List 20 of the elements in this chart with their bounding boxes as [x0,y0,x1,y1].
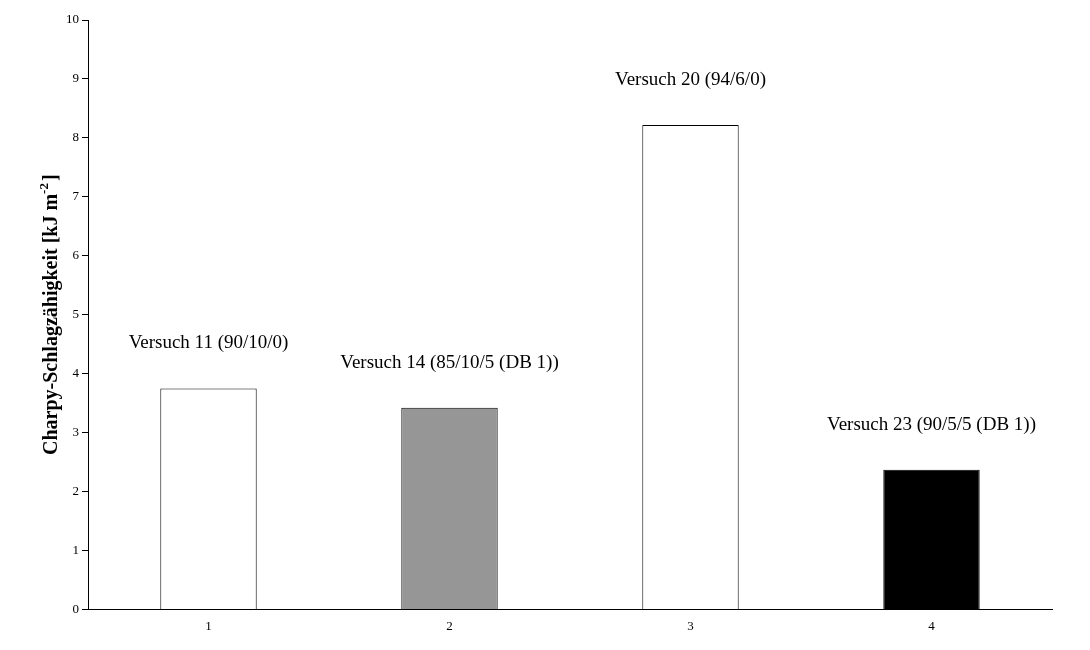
y-tick-label: 7 [72,188,80,204]
annotation: Versuch 23 (90/5/5 (DB 1)) [827,412,1036,435]
y-tick-label: 9 [72,70,79,86]
y-tick-label: 3 [72,424,79,439]
y-tick-label: 0 [72,600,79,616]
y-tick-label: 8 [72,129,79,145]
annotation: Versuch 20 (94/6/0) [615,67,766,90]
x-tick-label: 3 [687,617,694,633]
annotation: Versuch 11 (90/10/0) [128,331,289,354]
x-tick-label: 1 [205,617,212,633]
y-tick-label: 2 [72,482,79,498]
y-tick-label: 4 [72,365,80,381]
x-tick-label: 2 [446,617,453,633]
y-tick-label: 1 [72,541,79,557]
y-axis-title: Charpy-Schlagzähigkeit [kJ m-2] [36,174,62,456]
y-tick-label: 10 [66,11,79,27]
y-tick-label: 5 [72,306,79,322]
annotation: Versuch 14 (85/10/5 (DB 1)) [340,350,559,373]
y-tick-label: 6 [72,247,80,263]
x-tick-label: 4 [928,617,936,633]
